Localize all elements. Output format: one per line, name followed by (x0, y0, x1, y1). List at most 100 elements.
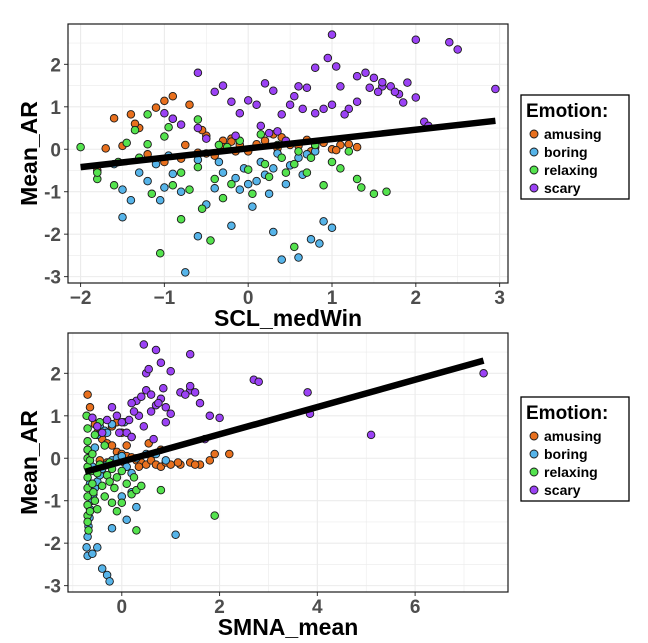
point-scary (166, 409, 175, 418)
point-scary (302, 83, 312, 92)
point-relaxing (214, 140, 224, 150)
point-scary (127, 432, 136, 442)
point-boring (269, 164, 278, 173)
point-boring (306, 235, 316, 244)
point-scary (344, 104, 354, 114)
point-scary (403, 78, 412, 87)
legend-label-amusing: amusing (544, 428, 602, 444)
x-tick-label: 3 (494, 288, 505, 309)
point-relaxing (143, 139, 152, 149)
point-scary (290, 91, 299, 101)
point-relaxing (256, 130, 266, 139)
y-tick-label: -3 (44, 577, 61, 598)
point-scary (411, 35, 421, 44)
point-relaxing (294, 147, 303, 156)
point-relaxing (147, 189, 157, 199)
point-relaxing (336, 164, 345, 173)
y-tick-label: 2 (50, 55, 61, 76)
point-relaxing (143, 110, 152, 119)
point-amusing (210, 449, 219, 459)
legend-label-boring: boring (544, 446, 588, 462)
point-relaxing (248, 189, 257, 199)
point-scary (398, 98, 408, 107)
legend-title: Emotion: (526, 403, 608, 424)
point-scary (453, 45, 462, 54)
point-scary (176, 120, 186, 129)
point-scary (107, 403, 117, 412)
point-amusing (85, 403, 95, 412)
point-amusing (109, 114, 119, 123)
point-boring (160, 183, 169, 192)
point-relaxing (107, 498, 117, 508)
point-scary (340, 110, 349, 119)
point-scary (151, 345, 161, 355)
point-scary (139, 422, 149, 431)
point-boring (227, 221, 236, 230)
point-scary (256, 121, 266, 131)
point-scary (205, 411, 215, 421)
point-relaxing (168, 181, 178, 190)
y-tick-label: -3 (44, 268, 61, 289)
legend-key-amusing (529, 431, 539, 441)
point-relaxing (76, 142, 85, 152)
series-relaxing (82, 411, 219, 535)
point-boring (82, 543, 91, 552)
point-boring (277, 255, 286, 264)
point-scary (190, 388, 200, 397)
data-points (76, 30, 500, 277)
series-relaxing (76, 110, 391, 258)
point-relaxing (264, 172, 274, 182)
point-relaxing (100, 441, 109, 450)
panel-border (67, 332, 509, 593)
point-relaxing (93, 504, 102, 514)
point-amusing (160, 96, 169, 106)
point-relaxing (110, 483, 119, 493)
point-relaxing (243, 165, 253, 174)
point-scary (161, 403, 171, 412)
series-boring (109, 147, 337, 277)
point-relaxing (290, 159, 299, 169)
x-tick-label: 2 (214, 597, 225, 618)
point-scary (149, 434, 158, 444)
chart-panel-1: −2 −1 0 1 2 3 -3 -2 -1 0 1 2 SCL_medWin Mean_AR Emotio… (16, 23, 630, 331)
point-boring (176, 187, 186, 196)
point-scary (254, 377, 263, 387)
legend-label-relaxing: relaxing (544, 464, 598, 480)
point-relaxing (90, 496, 100, 505)
y-tick-label: 0 (50, 449, 61, 470)
legend-label-boring: boring (544, 144, 588, 160)
point-scary (298, 104, 307, 114)
point-scary (215, 413, 224, 423)
point-scary (102, 415, 112, 425)
point-amusing (151, 103, 161, 112)
point-relaxing (83, 492, 92, 501)
point-boring (214, 157, 224, 167)
point-scary (137, 392, 146, 401)
legend-key-relaxing (529, 165, 539, 175)
point-boring (294, 253, 303, 262)
point-relaxing (97, 481, 107, 491)
point-relaxing (260, 159, 270, 169)
point-relaxing (109, 181, 119, 190)
point-boring (134, 168, 144, 177)
point-scary (160, 108, 169, 118)
y-tick-label: 1 (50, 407, 61, 428)
point-amusing (168, 91, 178, 101)
legend-box (520, 396, 630, 502)
point-relaxing (100, 492, 109, 501)
point-scary (181, 390, 190, 399)
panel-border (67, 23, 509, 284)
point-scary (112, 411, 122, 421)
point-scary (386, 82, 395, 91)
point-relaxing (122, 138, 131, 148)
point-scary (264, 128, 274, 138)
point-relaxing (155, 249, 165, 258)
x-tick-label: 0 (116, 597, 127, 618)
point-scary (139, 340, 149, 349)
legend: Emotion: amusing boring relaxing scary (520, 396, 630, 502)
point-relaxing (210, 174, 219, 184)
point-boring (243, 179, 253, 189)
point-relaxing (193, 115, 203, 124)
point-boring (126, 195, 136, 205)
point-scary (124, 415, 134, 425)
